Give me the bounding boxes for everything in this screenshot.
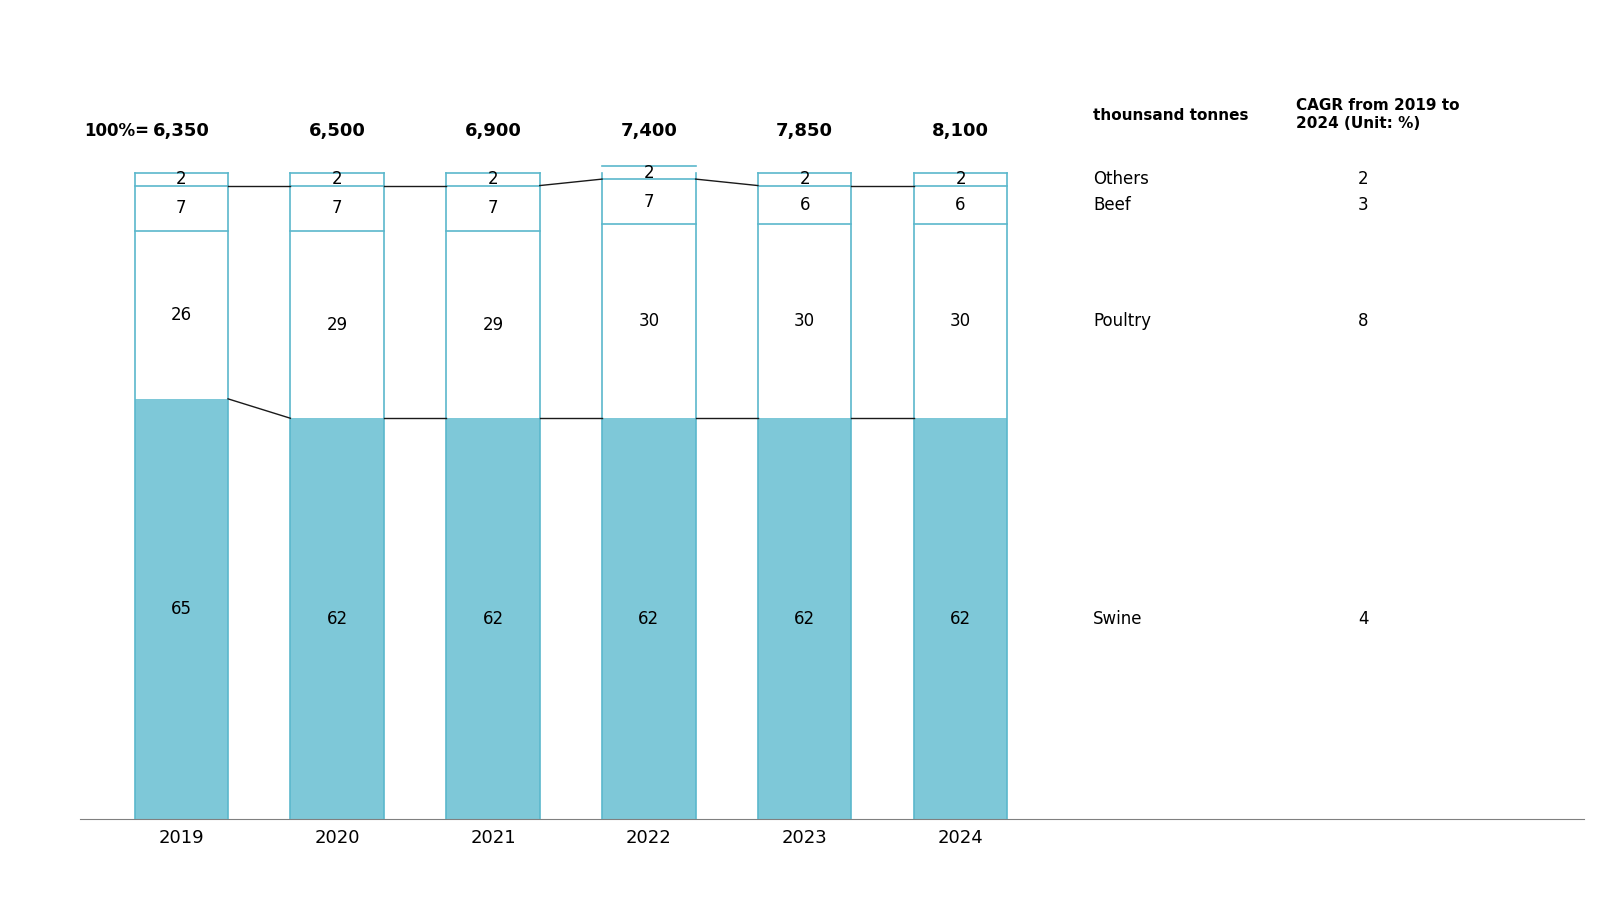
Bar [291,173,384,185]
Bar [446,230,539,418]
Text: 2: 2 [331,170,342,188]
Text: 2: 2 [488,170,498,188]
Bar [914,173,1008,185]
Text: 62: 62 [483,609,504,627]
Bar [602,166,696,179]
Text: 62: 62 [794,609,816,627]
Text: thounsand tonnes: thounsand tonnes [1093,108,1248,123]
Bar [914,185,1008,224]
Text: 7: 7 [488,199,498,217]
Text: 100%=: 100%= [85,122,150,140]
Bar [446,185,539,230]
Text: 30: 30 [638,312,659,330]
Text: CAGR from 2019 to
2024 (Unit: %): CAGR from 2019 to 2024 (Unit: %) [1296,98,1459,130]
Bar [446,418,539,819]
Text: 2: 2 [1358,170,1368,188]
Text: 6: 6 [955,196,966,214]
Text: Poultry: Poultry [1093,312,1150,330]
Bar [134,185,229,230]
Text: 29: 29 [483,316,504,334]
Bar [291,185,384,230]
Bar [758,173,851,185]
Text: 62: 62 [950,609,971,627]
Bar [291,230,384,418]
Text: 7,850: 7,850 [776,122,834,140]
Bar [134,173,229,185]
Bar [914,224,1008,418]
Text: 6,500: 6,500 [309,122,365,140]
Bar [914,418,1008,819]
Text: 8: 8 [1358,312,1368,330]
Text: 2: 2 [176,170,187,188]
Text: Others: Others [1093,170,1149,188]
Text: 2: 2 [800,170,810,188]
Bar [602,224,696,418]
Text: 7: 7 [331,199,342,217]
Text: 2: 2 [955,170,966,188]
Bar [134,399,229,819]
Text: 4: 4 [1358,609,1368,627]
Text: 6,350: 6,350 [154,122,210,140]
Bar [291,418,384,819]
Bar [758,418,851,819]
Bar [758,185,851,224]
Text: 7: 7 [643,193,654,211]
Text: 6: 6 [800,196,810,214]
Text: 3: 3 [1358,196,1368,214]
Text: 65: 65 [171,600,192,618]
Text: 7,400: 7,400 [621,122,677,140]
Bar [134,230,229,399]
Text: 8,100: 8,100 [933,122,989,140]
Bar [602,179,696,224]
Text: 26: 26 [171,306,192,324]
Text: 30: 30 [794,312,816,330]
Text: Beef: Beef [1093,196,1131,214]
Text: 2: 2 [643,164,654,182]
Text: 62: 62 [326,609,347,627]
Text: 30: 30 [950,312,971,330]
Text: 62: 62 [638,609,659,627]
Text: 6,900: 6,900 [464,122,522,140]
Bar [446,173,539,185]
Bar [602,418,696,819]
Text: 29: 29 [326,316,347,334]
Bar [758,224,851,418]
Text: 7: 7 [176,199,187,217]
Text: Swine: Swine [1093,609,1142,627]
